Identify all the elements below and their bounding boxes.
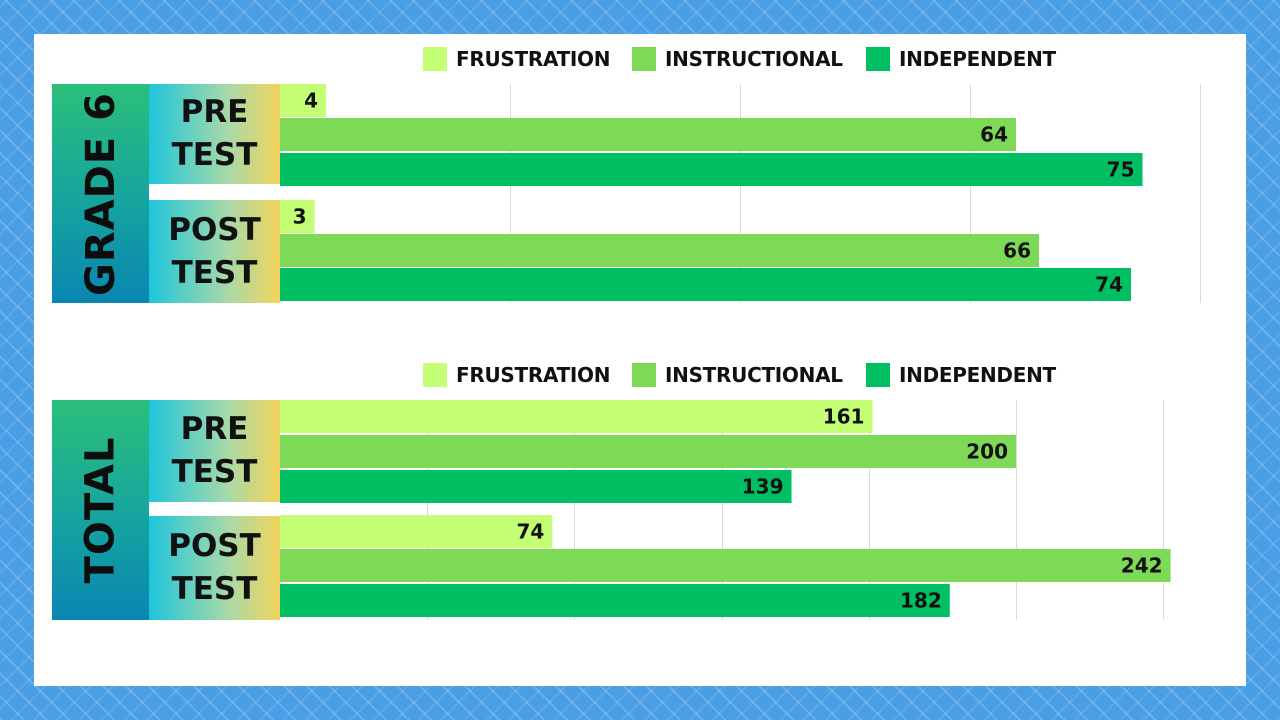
bar-post-test-independent — [280, 584, 950, 617]
legend-label-independent: INDEPENDENT — [899, 363, 1056, 387]
bar-pre-test-independent — [280, 153, 1143, 186]
legend-label-instructional: INSTRUCTIONAL — [665, 47, 843, 71]
phase-label-pre-test: PRE TEST — [149, 84, 280, 184]
legend-item-instructional: INSTRUCTIONAL — [632, 362, 843, 388]
legend-swatch-frustration — [423, 363, 447, 387]
legend-swatch-instructional — [632, 47, 656, 71]
legend-grade-6: FRUSTRATION INSTRUCTIONAL INDEPENDENT — [423, 46, 1063, 72]
phase-label-post-test: POST TEST — [149, 200, 280, 303]
bar-plot-total: 161 200 139 74 242 182 — [280, 400, 1171, 620]
bar-plot-grade-6: 4 64 75 3 66 74 — [280, 84, 1201, 303]
chart-card: FRUSTRATION INSTRUCTIONAL INDEPENDENT GR… — [34, 34, 1246, 686]
bar-value-label: 3 — [293, 205, 307, 229]
legend-item-frustration: FRUSTRATION — [423, 362, 611, 388]
phase-label-pre-test: PRE TEST — [149, 400, 280, 502]
phase-label-text: POST TEST — [168, 211, 261, 291]
bar-value-label: 200 — [966, 440, 1008, 464]
bar-value-label: 74 — [516, 520, 544, 544]
bar-pre-test-independent — [280, 470, 792, 503]
legend-swatch-independent — [866, 363, 890, 387]
chart-total: TOTAL PRE TEST POST TEST 161 200 139 74 242 1… — [52, 400, 1204, 620]
legend-total: FRUSTRATION INSTRUCTIONAL INDEPENDENT — [423, 362, 1063, 388]
bar-value-label: 75 — [1107, 158, 1135, 182]
legend-swatch-instructional — [632, 363, 656, 387]
legend-swatch-frustration — [423, 47, 447, 71]
legend-label-frustration: FRUSTRATION — [456, 363, 611, 387]
legend-swatch-independent — [866, 47, 890, 71]
legend-item-independent: INDEPENDENT — [866, 362, 1056, 388]
bar-pre-test-instructional — [280, 435, 1016, 468]
bar-post-test-independent — [280, 268, 1131, 301]
phase-label-post-test: POST TEST — [149, 516, 280, 620]
bar-value-label: 182 — [900, 589, 942, 613]
legend-label-independent: INDEPENDENT — [899, 47, 1056, 71]
chart-grade-6: GRADE 6 PRE TEST POST TEST 4 64 75 3 66 74 — [52, 84, 1204, 303]
bar-post-test-frustration — [280, 515, 553, 548]
bar-pre-test-instructional — [280, 118, 1016, 151]
bar-value-label: 242 — [1121, 554, 1163, 578]
legend-label-frustration: FRUSTRATION — [456, 47, 611, 71]
bar-post-test-instructional — [280, 234, 1039, 267]
bar-value-label: 64 — [980, 123, 1008, 147]
group-label-text: GRADE 6 — [77, 91, 124, 296]
bar-value-label: 74 — [1095, 273, 1123, 297]
legend-item-frustration: FRUSTRATION — [423, 46, 611, 72]
phase-label-text: PRE TEST — [171, 94, 258, 173]
legend-item-instructional: INSTRUCTIONAL — [632, 46, 843, 72]
bar-value-label: 161 — [823, 405, 865, 429]
legend-item-independent: INDEPENDENT — [866, 46, 1056, 72]
phase-label-text: PRE TEST — [171, 411, 258, 490]
bar-pre-test-frustration — [280, 84, 326, 117]
bar-value-label: 139 — [742, 475, 784, 499]
group-label-total: TOTAL — [52, 400, 149, 620]
bar-value-label: 4 — [304, 89, 318, 113]
bar-post-test-frustration — [280, 200, 315, 233]
group-label-grade-6: GRADE 6 — [52, 84, 149, 303]
bar-post-test-instructional — [280, 549, 1171, 582]
phase-label-text: POST TEST — [168, 528, 261, 607]
group-label-text: TOTAL — [77, 436, 124, 584]
bar-value-label: 66 — [1003, 239, 1031, 263]
bar-pre-test-frustration — [280, 400, 873, 433]
legend-label-instructional: INSTRUCTIONAL — [665, 363, 843, 387]
